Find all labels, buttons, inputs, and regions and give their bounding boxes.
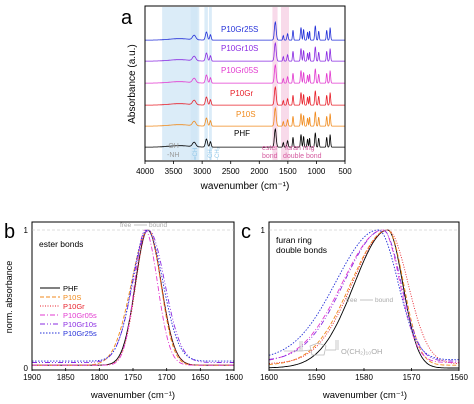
panel-b-ylabel: norm. absorbance	[4, 261, 14, 334]
panel-letter-b: b	[4, 221, 15, 243]
x-tick-label: 3500	[165, 167, 183, 176]
legend-label-P10S: P10S	[63, 293, 81, 302]
x-tick-label: 2000	[250, 167, 268, 176]
y-ticks: 1	[261, 226, 266, 235]
spectrum-P10Gr25S	[145, 20, 345, 41]
series-P10Gr	[269, 229, 459, 365]
y-ticks: 01	[24, 226, 29, 373]
band-ch-c	[209, 7, 212, 160]
band-ch-a	[190, 7, 198, 160]
bound-label: bound	[149, 222, 167, 229]
x-tick-label: 4000	[136, 167, 154, 176]
panel-letter-c: c	[241, 221, 251, 243]
panel-c-xlabel: wavenumber (cm⁻¹)	[322, 390, 407, 401]
label-P10Gr10S: P10Gr10S	[221, 44, 258, 53]
band-label-furan-ring: furan ring	[285, 145, 315, 152]
x-tick-label: 1570	[403, 373, 421, 382]
x-tick-label: 2500	[222, 167, 240, 176]
panel-c-title: furan ring	[276, 235, 312, 245]
x-ticks: 1900 1850 1800 1750 1700 1650 1600	[23, 368, 243, 382]
x-tick-label: 500	[338, 167, 352, 176]
legend-label-PHF: PHF	[63, 284, 78, 293]
label-P10Gr: P10Gr	[230, 89, 253, 98]
panel-c-subtitle: double bonds	[276, 245, 327, 255]
y-tick-label: 1	[24, 226, 29, 235]
spectra-lines	[145, 20, 345, 148]
band-ester	[272, 7, 278, 160]
x-tick-label: 1560	[450, 373, 468, 382]
legend-label-P10Gr05s: P10Gr05s	[63, 311, 97, 320]
x-tick-label: 1500	[279, 167, 297, 176]
bound-label: bound	[375, 297, 393, 304]
spectrum-P10Gr05S	[145, 63, 345, 84]
band-label-bond: bond	[262, 153, 278, 160]
spectrum-P10Gr	[145, 85, 345, 106]
panel-letter-a: a	[121, 7, 133, 29]
x-tick-label: 1750	[124, 373, 142, 382]
band-label-ch-a: =CH	[193, 148, 199, 160]
x-tick-label: 1000	[308, 167, 326, 176]
x-tick-label: 1590	[308, 373, 326, 382]
x-tick-label: 1700	[158, 373, 176, 382]
x-ticks: 1600 1590 1580 1570 1560	[260, 368, 468, 382]
label-PHF: PHF	[234, 129, 250, 138]
chemical-structure-image	[284, 340, 339, 356]
spectrum-PHF	[145, 127, 345, 148]
y-tick-label: 1	[261, 226, 266, 235]
panel-c: 1600 1590 1580 1570 1560 1 wavenumber (cm⁻¹)…	[260, 221, 468, 401]
x-ticks: 4000 3500 3000 2500 2000 1500 1000 500	[136, 161, 352, 176]
legend-label-P10Gr10s: P10Gr10s	[63, 320, 97, 329]
legend-label-P10Gr: P10Gr	[63, 302, 85, 311]
x-tick-label: 1600	[225, 373, 243, 382]
series-P10Gr25s	[32, 229, 234, 362]
panel-b-title: ester bonds	[39, 239, 83, 249]
band-label-ester: ester	[262, 145, 278, 152]
label-P10Gr05S: P10Gr05S	[221, 66, 258, 75]
spectrum-P10Gr10S	[145, 41, 345, 62]
structure-label: O(CH₂)₁₀OH	[341, 347, 382, 356]
x-tick-label: 3000	[193, 167, 211, 176]
panel-a-frame	[144, 5, 346, 162]
panel-b: 1900 1850 1800 1750 1700 1650 1600 01 norm. ab…	[4, 221, 243, 401]
spectra-lines	[32, 229, 234, 366]
spectrum-P10S	[145, 106, 345, 127]
legend-label-P10Gr25s: P10Gr25s	[63, 329, 97, 338]
series-P10S	[268, 229, 459, 366]
band-ch-b	[204, 7, 208, 160]
series-PHF	[269, 229, 459, 369]
free-label: free	[120, 222, 132, 229]
free-label: free	[346, 297, 358, 304]
x-tick-label: 1600	[260, 373, 278, 382]
series-P10Gr10s	[268, 229, 459, 362]
panel-a-ylabel: Absorbance (a.u.)	[127, 44, 138, 124]
x-tick-label: 1850	[57, 373, 75, 382]
label-P10Gr25S: P10Gr25S	[221, 25, 258, 34]
spectra-lines	[268, 229, 459, 369]
band-label-ch-b: -CH₂	[208, 146, 214, 160]
band-label-nh: -NH	[167, 152, 179, 159]
x-tick-label: 1900	[23, 373, 41, 382]
series-P10Gr05s	[32, 229, 234, 366]
x-tick-label: 1650	[191, 373, 209, 382]
panel-b-xlabel: wavenumber (cm⁻¹)	[90, 390, 175, 401]
x-tick-label: 1580	[355, 373, 373, 382]
panel-a-xlabel: wavenumber (cm⁻¹)	[200, 181, 290, 192]
panel-a: 4000 3500 3000 2500 2000 1500 1000 500 Absorban…	[127, 5, 352, 192]
y-tick-label: 0	[24, 364, 29, 373]
x-tick-label: 1800	[90, 373, 108, 382]
label-P10S: P10S	[236, 110, 256, 119]
band-label-double-bond: double bond	[283, 153, 322, 160]
band-label-oh: -OH	[166, 143, 179, 150]
series-P10Gr10s	[32, 229, 234, 363]
band-label-ch-c: -CH₂	[215, 146, 221, 160]
